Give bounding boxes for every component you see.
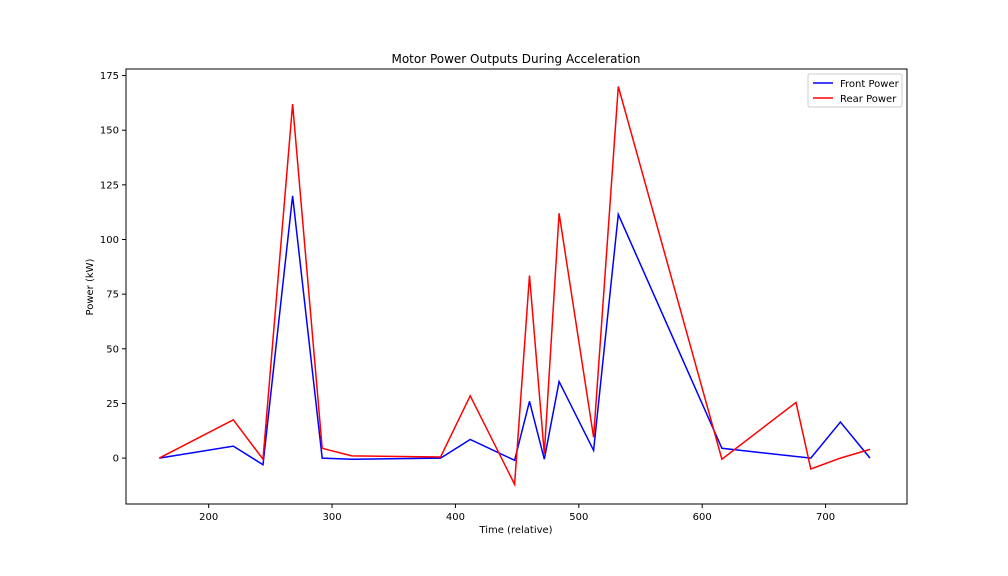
x-tick-label: 600	[693, 512, 712, 523]
x-tick-label: 200	[199, 512, 218, 523]
legend: Front Power Rear Power	[807, 73, 903, 108]
y-tick-label: 25	[106, 399, 119, 410]
series-line-rear-power	[158, 86, 871, 488]
y-tick-label: 100	[100, 235, 119, 246]
x-tick-label: 700	[816, 512, 835, 523]
series-line-front-power	[159, 195, 871, 466]
x-tick-label: 500	[569, 512, 588, 523]
y-axis: 0 25 50 75 100 125 150 175	[100, 71, 126, 465]
y-tick-label: 50	[106, 344, 119, 355]
x-tick-label: 300	[322, 512, 341, 523]
legend-label-front-power: Front Power	[840, 79, 900, 90]
plot-area	[125, 68, 908, 505]
y-tick-label: 175	[100, 71, 119, 82]
y-tick-label: 0	[113, 454, 119, 465]
y-tick-label: 150	[100, 126, 119, 137]
series-layer	[158, 86, 871, 488]
y-tick-label: 75	[106, 290, 119, 301]
y-axis-label: Power (kW)	[85, 258, 96, 315]
chart-title: Motor Power Outputs During Acceleration	[391, 52, 640, 66]
y-tick-label: 125	[100, 180, 119, 191]
x-tick-label: 400	[446, 512, 465, 523]
x-axis: 200 300 400 500 600 700	[199, 504, 835, 523]
x-axis-label: Time (relative)	[478, 525, 552, 536]
legend-label-rear-power: Rear Power	[840, 94, 897, 105]
